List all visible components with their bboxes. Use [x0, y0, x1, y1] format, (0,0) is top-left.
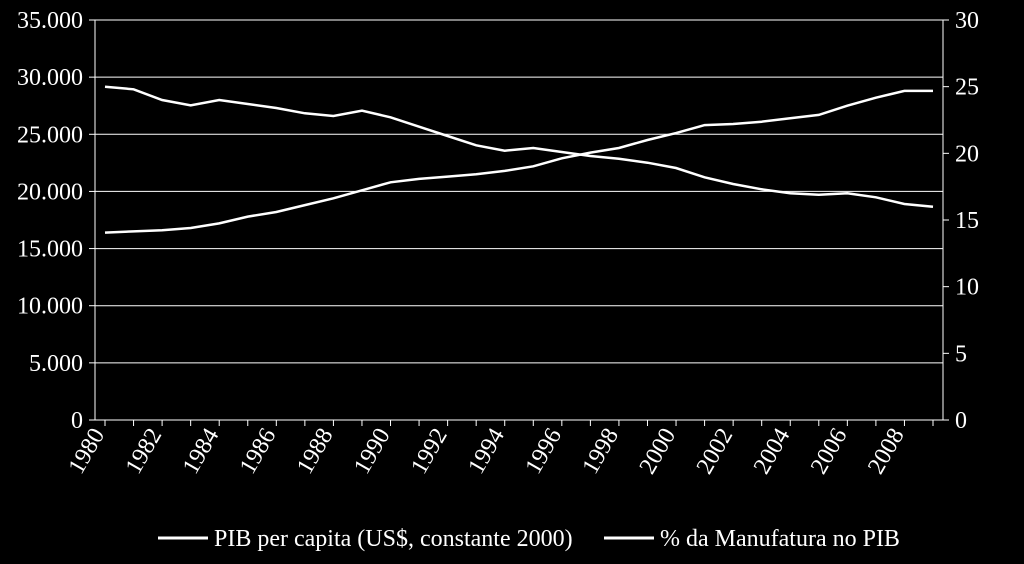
chart-svg: 0 5.000 10.000 15.000 20.000 25.000 30.000 35.0… [0, 0, 1024, 564]
y-left-tick-label: 15.000 [17, 237, 83, 263]
y-left-tick-label: 10.000 [17, 294, 83, 320]
y-right-tick-label: 0 [955, 408, 967, 434]
y-left-tick-label: 35.000 [17, 8, 83, 34]
y-right-tick-label: 25 [955, 75, 979, 101]
y-left-tick-label: 0 [71, 408, 83, 434]
y-left-tick-label: 20.000 [17, 179, 83, 205]
y-left-tick-label: 5.000 [29, 351, 83, 377]
y-left-tick-label: 25.000 [17, 122, 83, 148]
dual-axis-line-chart: 0 5.000 10.000 15.000 20.000 25.000 30.000 35.0… [0, 0, 1024, 564]
y-right-tick-label: 10 [955, 275, 979, 301]
y-right-tick-label: 15 [955, 208, 979, 234]
y-right-tick-label: 5 [955, 341, 967, 367]
chart-background [0, 0, 1024, 564]
y-right-tick-label: 30 [955, 8, 979, 34]
y-left-tick-label: 30.000 [17, 65, 83, 91]
legend-label-0: PIB per capita (US$, constante 2000) [214, 526, 573, 552]
y-right-tick-label: 20 [955, 141, 979, 167]
legend-label-1: % da Manufatura no PIB [660, 526, 900, 552]
